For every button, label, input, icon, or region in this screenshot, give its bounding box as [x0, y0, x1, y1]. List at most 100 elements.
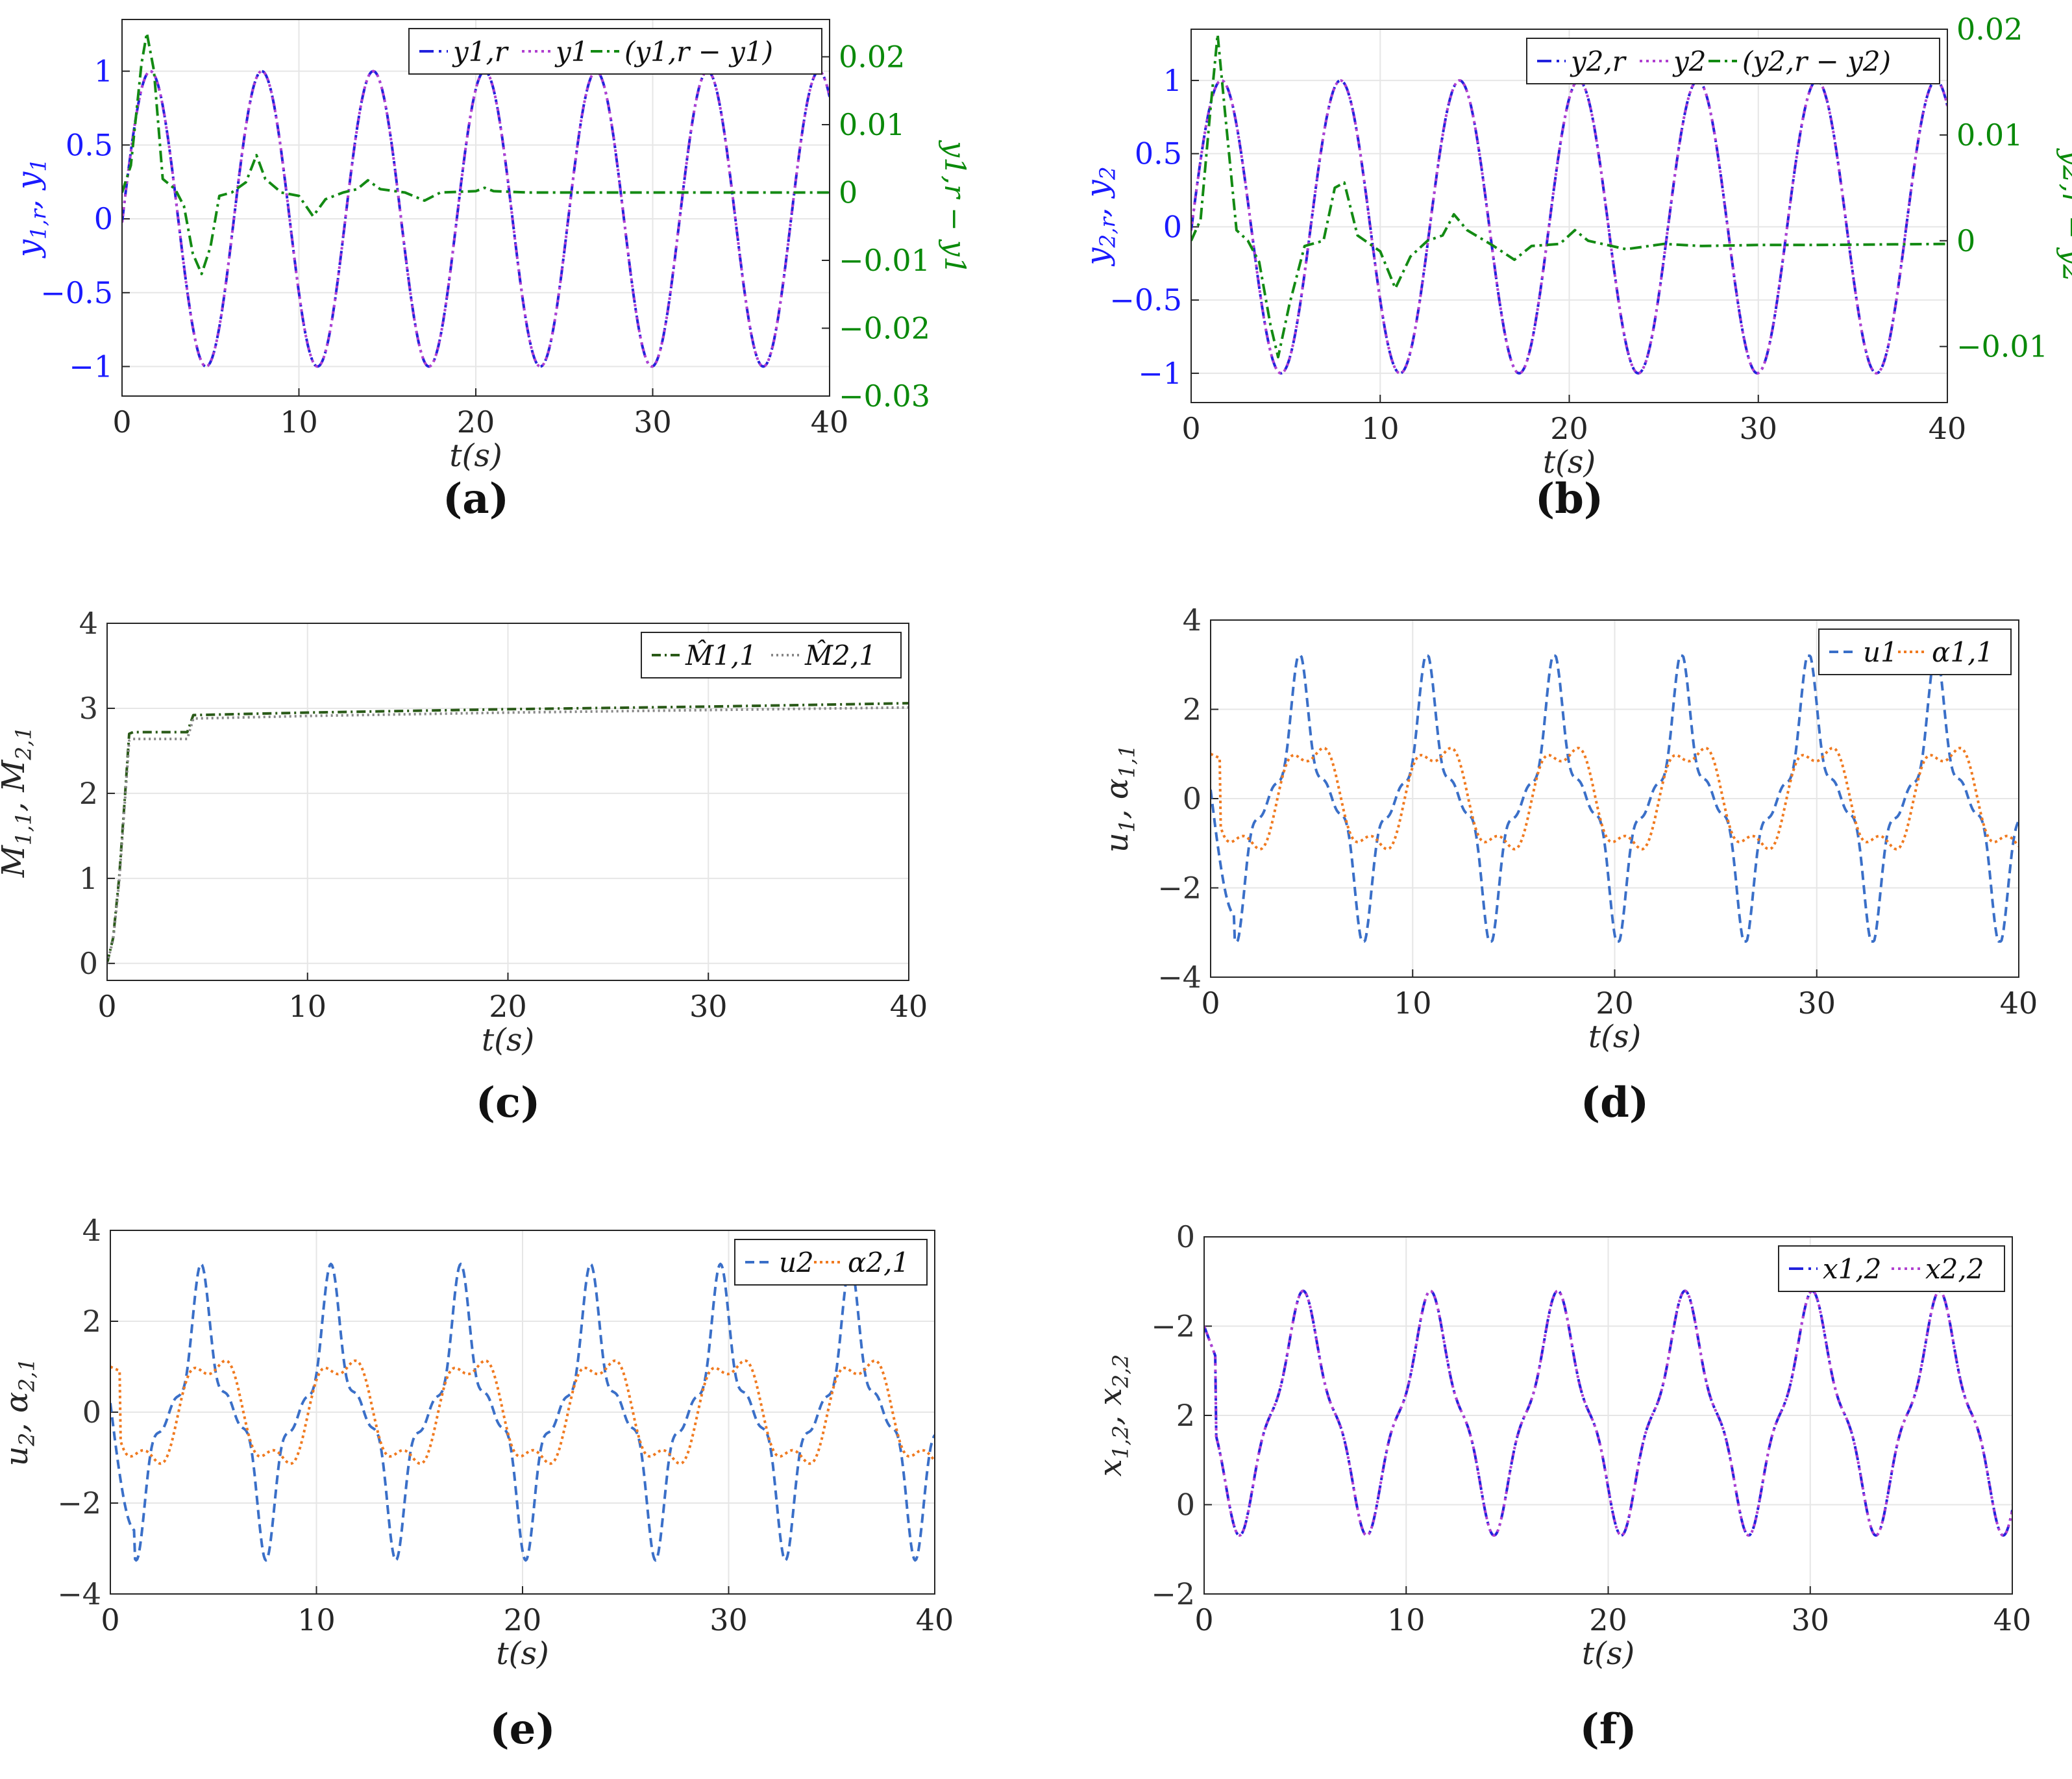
tick-label-y: −1 — [69, 349, 113, 384]
axis-label-part: , y — [1079, 179, 1116, 218]
axis-label-part: u — [1099, 832, 1135, 852]
panel-label: (f) — [1579, 1705, 1636, 1754]
axis-label-part: , M̂ — [0, 759, 32, 812]
axis-label-part: y — [1079, 247, 1116, 267]
legend-label: x1,2 — [1823, 1253, 1881, 1285]
tick-label-y: 2 — [1176, 1398, 1195, 1433]
axis-label-sub: 1,1 — [12, 812, 36, 845]
series-line-3 — [122, 31, 830, 275]
legend-label: α1,1 — [1932, 636, 1993, 668]
tick-label-y2: 0.01 — [839, 107, 905, 142]
tick-label-x: 40 — [916, 1602, 954, 1637]
panel-label: (b) — [1535, 475, 1603, 523]
legend-label: (y2,r − y2) — [1742, 45, 1891, 77]
series-line-1 — [107, 702, 909, 964]
tick-label-x: 40 — [890, 989, 928, 1024]
tick-label-x: 40 — [1993, 1602, 2032, 1637]
tick-label-y: −1 — [1138, 356, 1182, 391]
legend-label: y2,r — [1570, 45, 1627, 77]
plot-frame — [1210, 619, 2019, 978]
legend-label: α2,1 — [848, 1247, 909, 1278]
tick-label-y: 0 — [1163, 209, 1182, 244]
tick-label-x: 30 — [1739, 411, 1777, 446]
axis-label-sub: 1,2 — [1109, 1425, 1133, 1459]
tick-label-y2: 0.02 — [1956, 12, 2023, 47]
tick-label-y: −0.5 — [40, 275, 113, 310]
x-axis-label: t(s) — [1582, 1636, 1634, 1672]
axis-label-sub: 2 — [1096, 166, 1120, 180]
panel-label: (d) — [1581, 1078, 1649, 1127]
tick-label-x: 0 — [1181, 411, 1200, 446]
series-group — [107, 702, 909, 964]
series-line-2 — [1211, 747, 2019, 851]
tick-label-y2: 0 — [1956, 223, 1975, 258]
legend-label: (y1,r − y1) — [624, 36, 773, 68]
tick-label-x: 10 — [1361, 411, 1400, 446]
legend: u2 α2,1 — [734, 1239, 928, 1286]
tick-label-y2: 0 — [839, 175, 857, 210]
tick-label-y: 0 — [1176, 1219, 1195, 1254]
legend: u1 α1,1 — [1818, 628, 2012, 675]
tick-label-y: −4 — [57, 1576, 101, 1611]
tick-label-y: 0.5 — [66, 127, 113, 162]
axis-label: x1,2, x2,2 — [1092, 1354, 1133, 1476]
axis-label-part: x — [1092, 1459, 1129, 1476]
chart-panel-b: 0 10 20 30 40−1−0.500.510.020.010−0.01t(s)y2… — [1079, 12, 2072, 523]
tick-label-x: 0 — [112, 404, 131, 440]
legend: M̂1,1 M̂2,1 — [641, 632, 902, 678]
axis-label-part: u — [0, 1446, 35, 1466]
axis-label-sub: 1 — [1115, 819, 1140, 833]
axis-label: M̂1,1, M̂2,1 — [0, 727, 36, 878]
axis-label: u2, α2,1 — [0, 1358, 40, 1467]
axis-label-sub: 1,r — [27, 208, 51, 240]
tick-label-y2: −0.03 — [839, 379, 930, 414]
tick-label-y: 2 — [82, 1304, 101, 1339]
tick-label-y: 0 — [94, 201, 113, 236]
series-line-2 — [1191, 79, 1947, 375]
x-axis-label: t(s) — [496, 1636, 549, 1672]
tick-label-y2: −0.01 — [1956, 329, 2048, 364]
tick-label-y: 0 — [79, 946, 98, 981]
series-line-2 — [110, 1359, 935, 1465]
tick-label-x: 30 — [1791, 1602, 1829, 1637]
legend-label: M̂1,1 — [685, 638, 757, 671]
axis-label-part: , x — [1092, 1388, 1129, 1426]
tick-label-y: 2 — [79, 776, 98, 811]
tick-label-y: 1 — [79, 861, 98, 896]
tick-label-y: 0.5 — [1135, 136, 1182, 171]
tick-label-y2: −0.02 — [839, 310, 930, 345]
tick-label-x: 20 — [457, 404, 495, 440]
tick-label-x: 20 — [504, 1602, 542, 1637]
tick-label-x: 10 — [297, 1602, 336, 1637]
tick-label-x: 30 — [634, 404, 672, 440]
tick-label-x: 30 — [689, 989, 728, 1024]
axis-label-part: , α — [1099, 778, 1135, 819]
tick-label-y: 4 — [79, 606, 98, 641]
x-axis-label: t(s) — [449, 438, 502, 474]
plot-frame — [121, 19, 830, 397]
series-group — [1204, 1289, 2012, 1537]
chart-panel-f: 0 10 20 30 400−220−2t(s)x1,2, x2,2x1,2 x2,2(f… — [1092, 1219, 2031, 1754]
tick-label-x: 10 — [1387, 1602, 1425, 1637]
tick-label-y: 0 — [1183, 781, 1202, 816]
x-axis-label: t(s) — [1543, 444, 1596, 480]
legend-label: u2 — [779, 1247, 814, 1278]
chart-panel-a: 0 10 20 30 40 −1 −0.5 0 0.5 1 0.02 0.01 0 −0.01 −0.02 −… — [10, 19, 971, 523]
tick-label-x: 0 — [97, 989, 116, 1024]
legend: x1,2 x2,2 — [1778, 1245, 2005, 1292]
tick-label-x: 30 — [709, 1602, 748, 1637]
series-group — [1211, 654, 2019, 943]
axis-label: y1,r, y1 — [10, 158, 51, 258]
series-group — [122, 31, 830, 368]
tick-label-x: 40 — [1929, 411, 1967, 446]
panel-label: (a) — [443, 475, 509, 523]
axis-label-sub: 2 — [15, 1433, 40, 1447]
tick-label-x: 0 — [1201, 986, 1220, 1021]
axis-label-part: y — [10, 239, 47, 258]
axis-label-part: , y — [10, 171, 47, 210]
tick-label-y: −0.5 — [1109, 282, 1182, 317]
plot-frame — [110, 1230, 935, 1595]
